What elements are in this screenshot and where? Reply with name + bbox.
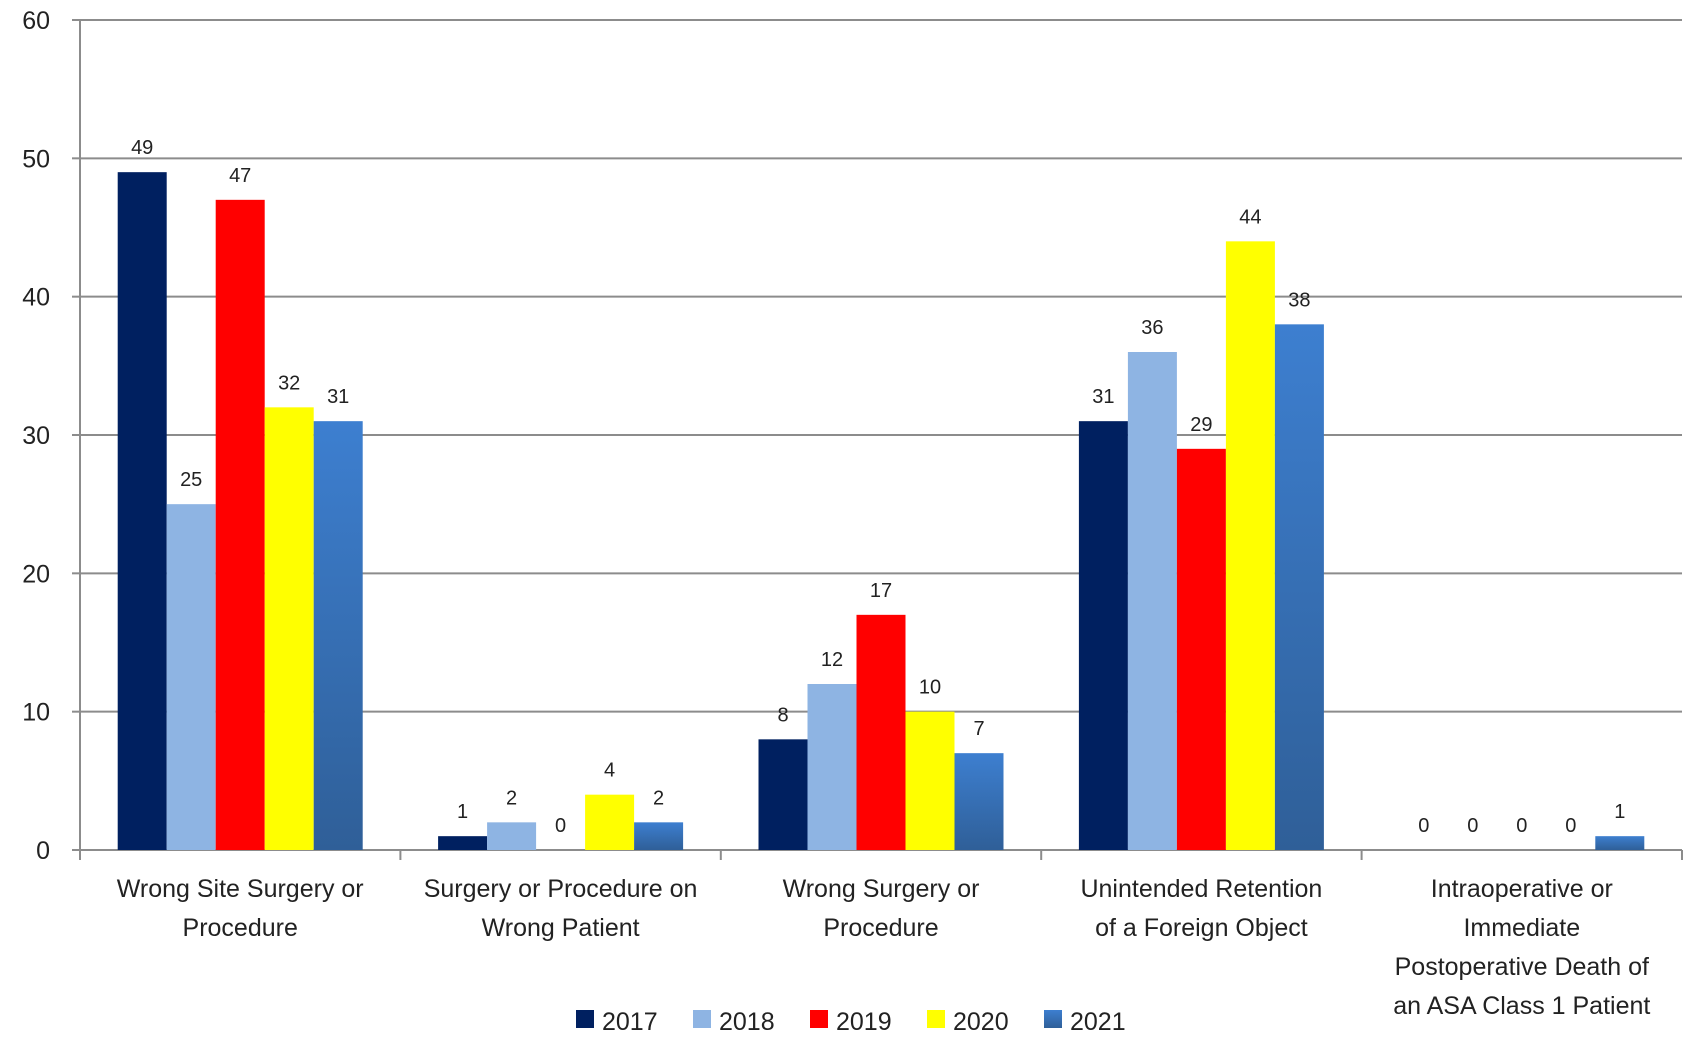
bar-2018-2 (807, 684, 857, 850)
bar-2017-0 (117, 172, 167, 850)
legend-label-2017: 2017 (602, 1008, 658, 1036)
bar-2018-1 (487, 822, 537, 850)
category-label-4: an ASA Class 1 Patient (1393, 992, 1650, 1020)
y-tick-label: 20 (22, 560, 50, 588)
category-label-1: Wrong Patient (482, 914, 640, 942)
bar-2020-3 (1225, 241, 1275, 851)
data-label-2018-0: 25 (180, 469, 202, 491)
data-label-2019-0: 47 (229, 165, 251, 187)
y-tick-label: 40 (22, 284, 50, 312)
y-tick-label: 10 (22, 699, 50, 727)
category-label-0: Wrong Site Surgery or (117, 875, 364, 903)
bar-2017-2 (758, 739, 808, 850)
bar-2020-2 (905, 711, 955, 850)
bar-2017-3 (1078, 421, 1128, 850)
data-label-2020-0: 32 (278, 372, 300, 394)
category-label-4: Immediate (1463, 914, 1580, 942)
legend-label-2020: 2020 (953, 1008, 1009, 1036)
category-label-3: Unintended Retention (1080, 875, 1322, 903)
bar-2021-1 (634, 822, 684, 850)
data-label-2021-1: 2 (653, 787, 664, 809)
bar-2019-3 (1176, 448, 1226, 850)
bar-2021-0 (313, 421, 363, 850)
category-label-0: Procedure (183, 914, 298, 942)
category-label-2: Wrong Surgery or (783, 875, 980, 903)
data-label-2021-4: 1 (1614, 801, 1625, 823)
bar-2020-0 (264, 407, 314, 850)
bar-2021-2 (954, 753, 1004, 850)
x-axis-categories: Wrong Site Surgery or Procedure Surgery or… (117, 875, 1651, 1020)
bar-2019-0 (215, 199, 265, 851)
y-tick-label: 60 (22, 7, 50, 35)
data-label-2019-1: 0 (555, 815, 566, 837)
bar-2018-0 (166, 504, 216, 850)
bar-2018-3 (1127, 352, 1177, 850)
data-label-2018-3: 36 (1141, 317, 1163, 339)
legend-swatch-2018 (693, 1010, 711, 1028)
data-label-2020-3: 44 (1239, 206, 1261, 228)
bar-2020-1 (585, 794, 635, 850)
data-label-2019-2: 17 (870, 580, 892, 602)
bars (117, 172, 1645, 851)
bar-2019-2 (856, 614, 906, 850)
legend-label-2018: 2018 (719, 1008, 775, 1036)
y-tick-label: 50 (22, 145, 50, 173)
data-label-2020-4: 0 (1565, 815, 1576, 837)
bar-2021-3 (1274, 324, 1324, 850)
data-label-2017-1: 1 (457, 801, 468, 823)
data-label-2017-3: 31 (1092, 386, 1114, 408)
category-label-3: of a Foreign Object (1095, 914, 1308, 942)
data-label-2018-4: 0 (1467, 815, 1478, 837)
legend-swatch-2019 (810, 1010, 828, 1028)
y-tick-label: 0 (36, 837, 50, 865)
category-label-2: Procedure (823, 914, 938, 942)
data-label-2019-4: 0 (1516, 815, 1527, 837)
data-label-2018-2: 12 (821, 649, 843, 671)
data-label-2020-2: 10 (919, 677, 941, 699)
legend-swatch-2021 (1044, 1010, 1062, 1028)
bar-2021-4 (1595, 836, 1645, 850)
bar-2017-1 (438, 836, 488, 850)
legend-swatch-2017 (576, 1010, 594, 1028)
data-label-2017-2: 8 (777, 704, 788, 726)
legend-label-2019: 2019 (836, 1008, 892, 1036)
data-label-2017-0: 49 (131, 137, 153, 159)
legend: 2017 2018 2019 2020 2021 (576, 1008, 1126, 1036)
data-label-2018-1: 2 (506, 787, 517, 809)
category-label-4: Intraoperative or (1431, 875, 1613, 903)
y-axis-ticks: 0 10 20 30 40 50 60 (22, 7, 50, 865)
legend-swatch-2020 (927, 1010, 945, 1028)
legend-label-2021: 2021 (1070, 1008, 1126, 1036)
y-tick-label: 30 (22, 422, 50, 450)
category-label-1: Surgery or Procedure on (424, 875, 698, 903)
data-label-2021-2: 7 (973, 718, 984, 740)
data-label-2021-0: 31 (327, 386, 349, 408)
data-label-2020-1: 4 (604, 760, 615, 782)
data-label-2021-3: 38 (1288, 289, 1310, 311)
data-label-2017-4: 0 (1418, 815, 1429, 837)
category-label-4: Postoperative Death of (1395, 953, 1649, 981)
data-label-2019-3: 29 (1190, 414, 1212, 436)
